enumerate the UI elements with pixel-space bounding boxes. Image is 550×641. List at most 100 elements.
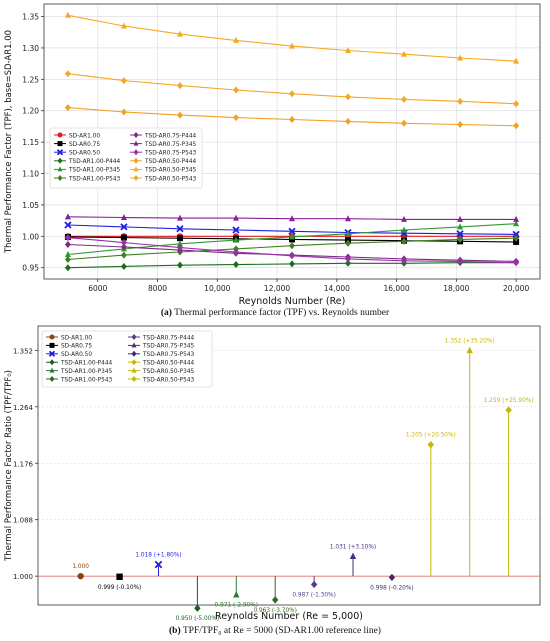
- data-point: [232, 214, 239, 221]
- data-point: [401, 95, 408, 103]
- data-point: [64, 11, 71, 18]
- legend-swatch-marker: [133, 175, 139, 181]
- data-point: [64, 234, 71, 242]
- data-point: [176, 225, 184, 233]
- data-point: [345, 239, 352, 247]
- x-axis-label: Reynolds Number (Re): [239, 296, 346, 307]
- data-point: [120, 22, 127, 29]
- x-tick-label: 20,000: [503, 284, 529, 293]
- legend-label: TSD-AR1.00-P444: [60, 361, 113, 367]
- y-tick-label: 1.352: [13, 347, 33, 355]
- legend-label: TSD-AR1.00-P345: [60, 369, 113, 375]
- legend-label: TSD-AR1.00-P444: [68, 159, 121, 165]
- data-point: [120, 223, 128, 231]
- stem-marker: [310, 580, 318, 589]
- legend-swatch-marker: [49, 359, 55, 366]
- data-point: [401, 257, 408, 265]
- data-point: [64, 264, 71, 272]
- data-point: [345, 255, 352, 263]
- legend-label: TSD-AR0.75-P345: [144, 142, 197, 148]
- data-point: [457, 257, 464, 265]
- data-label: 1.352 (+35.20%): [445, 338, 495, 344]
- legend-swatch-marker: [133, 132, 139, 138]
- y-axis-label: Thermal Performance Factor (TPF), base=S…: [4, 30, 14, 254]
- data-point: [176, 261, 183, 269]
- legend-swatch-marker: [131, 350, 137, 357]
- caption-b-text: TPF/TPF₀ at Re = 5000 (SD-AR1.00 referen…: [182, 626, 381, 636]
- data-point: [289, 252, 295, 260]
- data-point: [176, 111, 183, 119]
- data-point: [513, 234, 520, 242]
- data-label: 0.963 (-3.70%): [253, 608, 296, 614]
- data-label: 1.259 (+25.90%): [484, 398, 534, 404]
- y-tick-label: 1.00: [22, 232, 39, 241]
- data-point: [513, 122, 520, 130]
- legend-swatch-marker: [56, 149, 64, 156]
- legend-swatch-marker: [57, 175, 63, 181]
- stem-marker: [116, 573, 123, 580]
- data-point: [232, 248, 239, 256]
- chart-b-tpf-ratio-stem: 1.000 1.088 1.176 1.264 1.352 1.000 0.999 (-0.…: [4, 325, 541, 622]
- legend-swatch-marker: [57, 166, 63, 172]
- legend-label: SD-AR0.50: [61, 352, 92, 358]
- data-point: [232, 226, 240, 234]
- data-point: [457, 97, 464, 105]
- data-point: [289, 242, 295, 250]
- data-point: [401, 119, 408, 127]
- caption-a: (a) Thermal performance factor (TPF) vs.…: [0, 308, 550, 318]
- x-tick-label: 14,000: [324, 284, 350, 293]
- series-line-10: [67, 14, 517, 62]
- legend-label: TSD-AR1.00-P543: [68, 176, 121, 182]
- stem-marker: [194, 604, 201, 612]
- y-axis-label: Thermal Performance Factor Ratio (TPF/TP…: [4, 370, 14, 562]
- data-point: [232, 36, 239, 43]
- y-tick-label: 1.05: [22, 201, 39, 210]
- data-point: [289, 236, 295, 243]
- data-label: 0.987 (-1.30%): [292, 592, 335, 598]
- data-point: [457, 235, 464, 243]
- legend-swatch-marker: [48, 350, 56, 357]
- y-tick-label: 1.20: [22, 107, 39, 116]
- legend-label: SD-AR1.00: [69, 133, 100, 139]
- data-point: [513, 57, 520, 64]
- data-point: [120, 251, 127, 259]
- data-point: [120, 243, 127, 251]
- data-point: [345, 259, 352, 267]
- data-point: [176, 82, 183, 90]
- legend-box: [49, 127, 203, 189]
- stem-marker: [271, 596, 279, 604]
- legend-label: SD-AR1.00: [61, 335, 92, 341]
- data-point: [513, 220, 520, 227]
- legend-swatch-marker: [49, 342, 55, 348]
- legend-label: TSD-AR0.50-P444: [142, 361, 195, 367]
- y-tick-label: 1.088: [13, 517, 33, 525]
- legend-swatch-marker: [131, 334, 137, 340]
- caption-b: (b) TPF/TPF₀ at Re = 5000 (SD-AR1.00 ref…: [0, 626, 550, 636]
- plot-frame-a: [43, 3, 541, 280]
- data-point: [176, 30, 183, 37]
- x-tick-label: 18,000: [443, 284, 469, 293]
- data-point: [64, 104, 71, 112]
- data-point: [232, 261, 239, 269]
- x-tick-label: 6000: [88, 284, 107, 293]
- data-label: 1.031 (+3.10%): [330, 544, 376, 550]
- y-tick-label: 1.176: [13, 460, 34, 468]
- data-label: 0.971 (-2.90%): [215, 603, 258, 609]
- x-tick-label: 16,000: [383, 284, 409, 293]
- legend-label: SD-AR0.75: [61, 344, 92, 350]
- data-point: [176, 244, 183, 252]
- data-point: [120, 108, 127, 116]
- stem-marker: [349, 552, 357, 559]
- data-point: [64, 256, 71, 264]
- data-point: [289, 90, 295, 98]
- caption-a-text: Thermal performance factor (TPF) vs. Rey…: [174, 308, 390, 318]
- data-point: [345, 230, 352, 237]
- legend-label: TSD-AR0.75-P543: [144, 151, 197, 157]
- data-point: [120, 77, 127, 85]
- y-tick-label: 1.35: [22, 13, 39, 22]
- legend-label: TSD-AR0.50-P345: [144, 168, 197, 174]
- legend-swatch-marker: [49, 376, 55, 382]
- data-point: [120, 239, 127, 247]
- stem-marker: [388, 573, 396, 582]
- plot-frame-b: [37, 325, 541, 606]
